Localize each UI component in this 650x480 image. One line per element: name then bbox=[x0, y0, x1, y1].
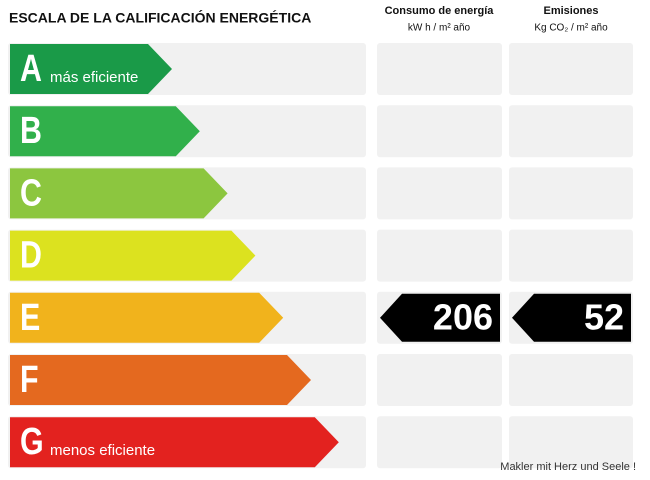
cell-background bbox=[509, 43, 633, 95]
value-label: 206 bbox=[433, 296, 493, 337]
rating-arrow bbox=[10, 168, 228, 219]
cell-background bbox=[377, 416, 502, 469]
rating-letter: G bbox=[20, 421, 44, 463]
column-title: Consumo de energía bbox=[385, 5, 495, 17]
cell-background bbox=[509, 105, 633, 158]
rating-letter: E bbox=[20, 297, 40, 339]
rating-letter: B bbox=[20, 110, 42, 152]
cell-background bbox=[377, 43, 502, 95]
cell-background bbox=[509, 229, 633, 282]
rating-arrow bbox=[10, 417, 339, 468]
cell-background bbox=[377, 105, 502, 158]
rating-arrow bbox=[10, 106, 200, 157]
rating-letter: F bbox=[20, 359, 39, 401]
rating-letter: C bbox=[20, 172, 42, 214]
rating-letter: A bbox=[20, 48, 42, 90]
rating-arrow bbox=[10, 44, 172, 94]
rating-note: más eficiente bbox=[50, 69, 138, 86]
column-unit: Kg CO₂ / m² año bbox=[534, 23, 608, 34]
cell-background bbox=[509, 354, 633, 406]
rating-arrow bbox=[10, 355, 311, 405]
cell-background bbox=[377, 354, 502, 406]
title: ESCALA DE LA CALIFICACIÓN ENERGÉTICA bbox=[9, 9, 311, 26]
footer: Makler mit Herz und Seele ! bbox=[500, 461, 636, 473]
cell-background bbox=[509, 167, 633, 220]
rating-note: menos eficiente bbox=[50, 442, 155, 459]
cell-background bbox=[377, 229, 502, 282]
cell-background bbox=[509, 416, 633, 469]
value-label: 52 bbox=[584, 296, 624, 337]
cell-background bbox=[377, 167, 502, 220]
value-arrow bbox=[512, 293, 631, 342]
rating-letter: D bbox=[20, 235, 42, 277]
rating-arrow bbox=[10, 230, 256, 281]
rating-arrow bbox=[10, 292, 284, 343]
column-title: Emisiones bbox=[543, 5, 598, 17]
column-unit: kW h / m² año bbox=[408, 23, 471, 34]
value-arrow bbox=[380, 293, 500, 342]
